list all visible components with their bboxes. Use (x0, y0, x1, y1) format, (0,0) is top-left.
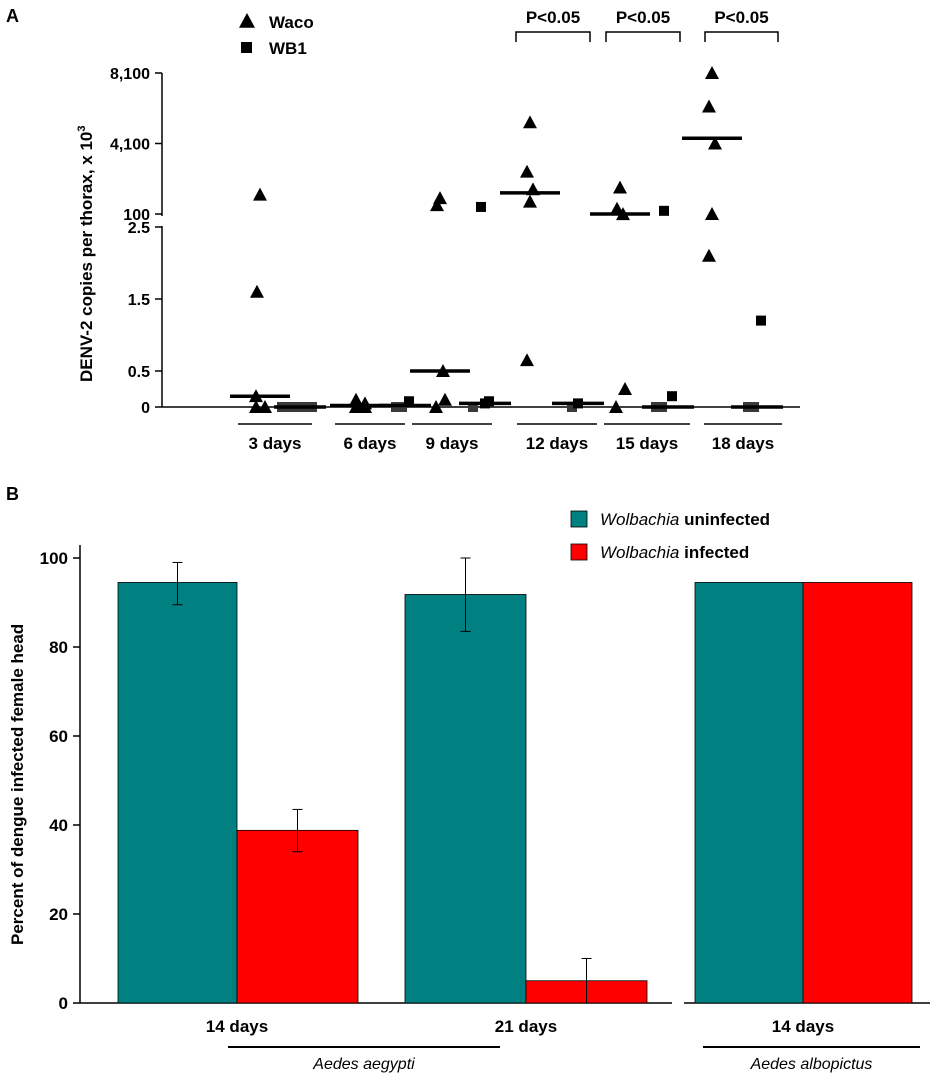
point-waco (613, 180, 627, 194)
significance-label: P<0.05 (526, 8, 580, 27)
tick-label-a-y: 4,100 (110, 137, 150, 154)
tick-label-a-y: 2.5 (128, 220, 150, 237)
significance-bracket (515, 31, 591, 42)
tick-label-b-y: 60 (49, 727, 68, 746)
panel-b-plot: 0 20 40 60 80 100 14 days 21 days 14 days Aedes a… (40, 545, 930, 1073)
significance-label: P<0.05 (616, 8, 670, 27)
point-wb1 (404, 396, 414, 407)
legend-a-waco-label: Waco (269, 13, 314, 32)
legend-b-label-rest: infected (679, 543, 749, 562)
bar-infected (236, 829, 359, 1004)
point-waco (438, 392, 452, 406)
point-waco (520, 164, 534, 178)
point-waco (250, 284, 264, 298)
point-waco (430, 198, 444, 212)
group-label-a: 18 days (712, 434, 774, 453)
point-waco (253, 187, 267, 201)
point-waco (258, 400, 272, 413)
tick-label-b-y: 100 (40, 549, 68, 568)
point-wb1 (476, 201, 486, 212)
legend-b-swatch (570, 543, 588, 561)
point-waco (520, 353, 534, 367)
point-waco (708, 136, 722, 150)
bar-uninfected (694, 582, 804, 1004)
panel-a-ylabel-text: DENV-2 copies per thorax, x 10 (77, 132, 96, 382)
point-waco (433, 191, 447, 205)
point-wb1 (667, 391, 677, 402)
point-wb1 (659, 205, 669, 216)
tick-label-a-y: 100 (123, 207, 150, 224)
point-waco (705, 207, 719, 220)
group-label-a: 6 days (344, 434, 397, 453)
point-wb1 (756, 315, 766, 326)
point-waco (523, 115, 537, 129)
point-wb1 (484, 396, 494, 407)
significance-label: P<0.05 (714, 8, 768, 27)
group-label-a: 12 days (526, 434, 588, 453)
point-waco (349, 392, 363, 406)
tick-label-b-y: 40 (49, 816, 68, 835)
point-waco (523, 194, 537, 208)
bar-uninfected (404, 594, 527, 1004)
group-label-a: 9 days (426, 434, 479, 453)
tick-label-b-y: 20 (49, 905, 68, 924)
panel-b-ylabel: Percent of dengue infected female head (8, 624, 27, 945)
legend-b-swatch (570, 510, 588, 528)
tick-label-a-y: 0.5 (128, 364, 150, 381)
legend-b-label-italic: Wolbachia (600, 510, 679, 529)
legend-a-triangle-marker (239, 13, 255, 28)
tick-label-b-y: 80 (49, 638, 68, 657)
bar-infected (802, 582, 913, 1004)
category-label-b: 14 days (206, 1017, 268, 1036)
group-label-a: 15 days (616, 434, 678, 453)
category-label-b: 21 days (495, 1017, 557, 1036)
point-waco (249, 400, 263, 413)
point-waco (618, 382, 632, 395)
species-label: Aedes aegypti (312, 1056, 415, 1073)
legend-b-label-rest: uninfected (679, 510, 770, 529)
point-waco (702, 99, 716, 113)
panel-a-ylabel: DENV-2 copies per thorax, x 103 (76, 125, 96, 382)
tick-label-a-y: 0 (141, 400, 150, 417)
category-label-b: 14 days (772, 1017, 834, 1036)
panel-b-label: B (6, 484, 19, 504)
panel-a-legend: Waco WB1 (239, 13, 314, 58)
point-wb1 (567, 402, 577, 412)
panel-a-ylabel-superscript: 3 (76, 125, 88, 131)
point-waco (610, 201, 624, 215)
species-label: Aedes albopictus (750, 1056, 873, 1073)
point-waco (705, 66, 719, 79)
legend-a-wb1-label: WB1 (269, 39, 307, 58)
point-waco (609, 400, 623, 413)
point-waco (429, 400, 443, 413)
tick-label-b-y: 0 (59, 994, 68, 1013)
legend-b-label-italic: Wolbachia (600, 543, 679, 562)
legend-b-label: Wolbachia infected (600, 543, 749, 562)
significance-bracket (704, 31, 779, 42)
bar-uninfected (117, 582, 238, 1004)
point-waco (702, 248, 716, 262)
tick-label-a-y: 1.5 (128, 292, 150, 309)
group-label-a: 3 days (249, 434, 302, 453)
panel-a-label: A (6, 6, 19, 26)
point-wb1 (468, 402, 478, 412)
legend-a-square-marker (241, 42, 252, 53)
significance-bracket (605, 31, 681, 42)
legend-b-label: Wolbachia uninfected (600, 510, 770, 529)
tick-label-a-y: 8,100 (110, 66, 150, 83)
